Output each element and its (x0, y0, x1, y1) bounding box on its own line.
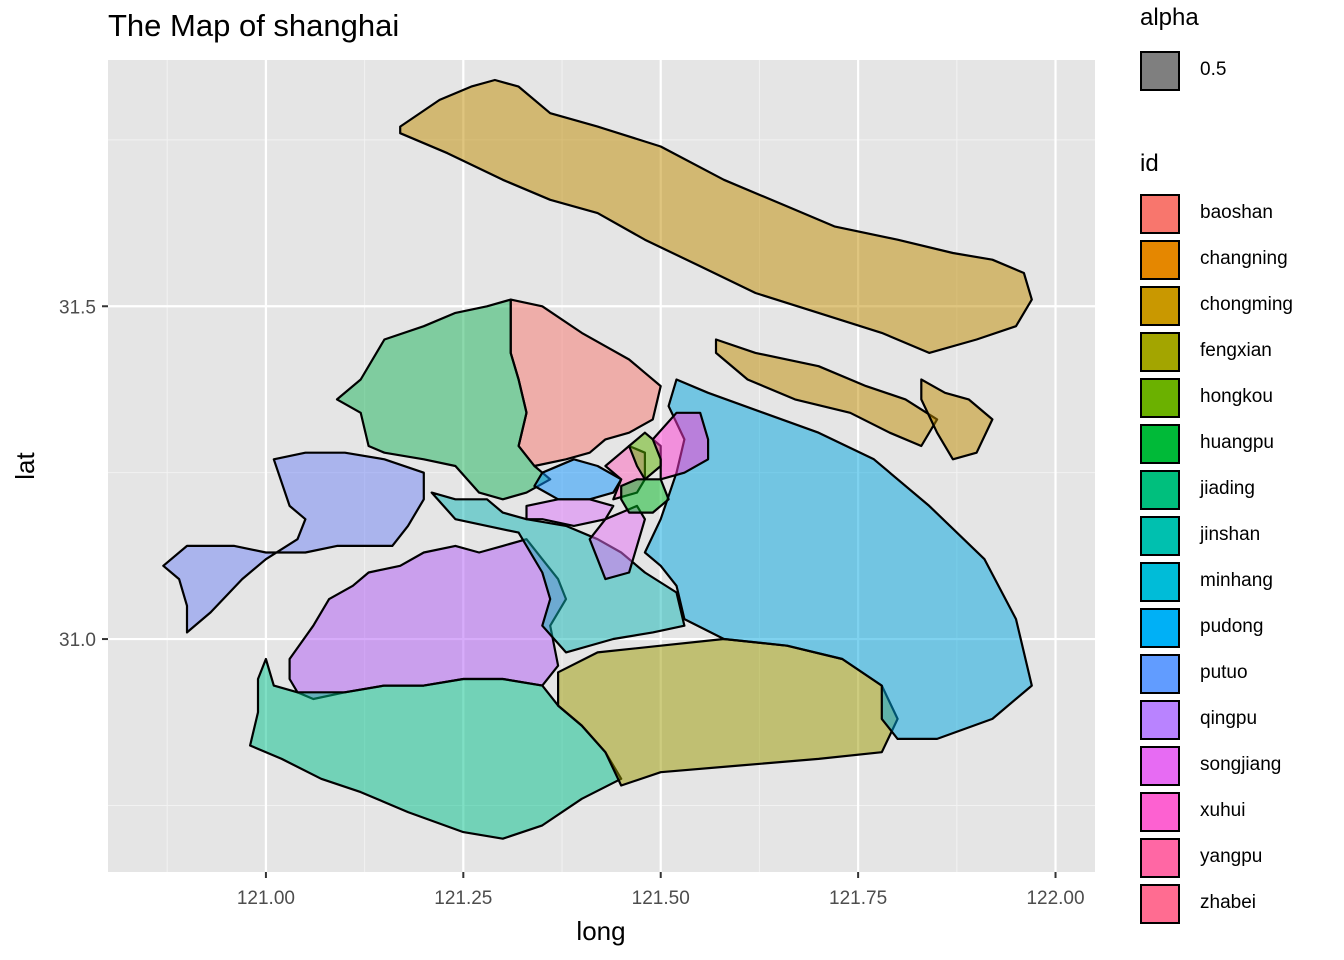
legend-swatch (1140, 562, 1180, 602)
legend-label: zhabei (1200, 892, 1256, 913)
x-tick-label: 122.00 (1026, 888, 1084, 909)
legend-swatch (1140, 286, 1180, 326)
legend-label: yangpu (1200, 846, 1263, 867)
legend-item-yangpu: yangpu (1140, 835, 1340, 881)
y-axis: 31.0 31.5 (59, 297, 108, 651)
region-yangpu (651, 411, 710, 481)
legend-label: pudong (1200, 616, 1264, 637)
legend-item-jiading: jiading (1140, 467, 1340, 513)
x-tick-label: 121.75 (829, 888, 887, 909)
legend-item-baoshan: baoshan (1140, 191, 1340, 237)
legend-item-changning: changning (1140, 237, 1340, 283)
region-chongming (920, 378, 994, 461)
legend-item-pudong: pudong (1140, 605, 1340, 651)
legend-swatch (1140, 424, 1180, 464)
legend-swatch (1140, 700, 1180, 740)
legend-label: qingpu (1200, 708, 1258, 729)
region-fengxian (556, 637, 899, 787)
legend-swatch (1140, 240, 1180, 280)
x-tick-label: 121.25 (434, 888, 492, 909)
legend-item-minhang: minhang (1140, 559, 1340, 605)
x-axis-title: long (576, 916, 625, 946)
legend-item-songjiang: songjiang (1140, 743, 1340, 789)
legend-label: jiading (1200, 478, 1255, 499)
chart-title: The Map of shanghai (108, 8, 400, 43)
legend-item-zhabei: zhabei (1140, 881, 1340, 927)
legend-swatch (1140, 884, 1180, 924)
legend-label: chongming (1200, 294, 1293, 315)
legend-alpha-swatch (1140, 51, 1180, 91)
legend-swatch (1140, 332, 1180, 372)
legend-label: xuhui (1200, 800, 1246, 821)
legend-label: songjiang (1200, 754, 1282, 775)
y-axis-title: lat (10, 451, 40, 479)
region-huangpu (620, 478, 670, 514)
legend-swatch (1140, 194, 1180, 234)
legend-item-hongkou: hongkou (1140, 375, 1340, 421)
legend-swatch (1140, 608, 1180, 648)
region-putuo (533, 458, 623, 501)
legend-label: huangpu (1200, 432, 1274, 453)
legend-alpha-label: 0.5 (1200, 59, 1227, 80)
y-tick-label: 31.5 (59, 297, 96, 318)
legend-label: minhang (1200, 570, 1273, 591)
legend-swatch (1140, 516, 1180, 556)
legend-item-huangpu: huangpu (1140, 421, 1340, 467)
legend-alpha-item: 0.5 (1140, 48, 1340, 94)
legend-label: jinshan (1200, 524, 1261, 545)
legend-label: changning (1200, 248, 1288, 269)
legend-swatch (1140, 746, 1180, 786)
legend-id-title: id (1140, 150, 1159, 177)
legend-label: baoshan (1200, 202, 1273, 223)
legend-alpha-title: alpha (1140, 4, 1199, 31)
legend-swatch (1140, 654, 1180, 694)
x-tick-label: 121.00 (237, 888, 295, 909)
legend-label: hongkou (1200, 386, 1273, 407)
region-qingpu (162, 451, 425, 634)
legend-item-jinshan: jinshan (1140, 513, 1340, 559)
region-jiading (335, 298, 552, 501)
legend-label: putuo (1200, 662, 1248, 683)
region-pudong (643, 378, 1033, 741)
legend-label: fengxian (1200, 340, 1272, 361)
legend-swatch (1140, 378, 1180, 418)
legend-item-putuo: putuo (1140, 651, 1340, 697)
x-tick-label: 121.50 (632, 888, 690, 909)
y-tick-label: 31.0 (59, 630, 96, 651)
legend-item-xuhui: xuhui (1140, 789, 1340, 835)
legend-item-chongming: chongming (1140, 283, 1340, 329)
legend-swatch (1140, 838, 1180, 878)
legend-item-qingpu: qingpu (1140, 697, 1340, 743)
legend-swatch (1140, 792, 1180, 832)
district-regions (162, 78, 1033, 840)
region-chongming (399, 78, 1033, 354)
region-chongming (714, 338, 939, 448)
x-axis: 121.00 121.25 121.50 121.75 122.00 (237, 872, 1085, 909)
region-minhang (430, 491, 686, 654)
legend-item-fengxian: fengxian (1140, 329, 1340, 375)
legend-swatch (1140, 470, 1180, 510)
